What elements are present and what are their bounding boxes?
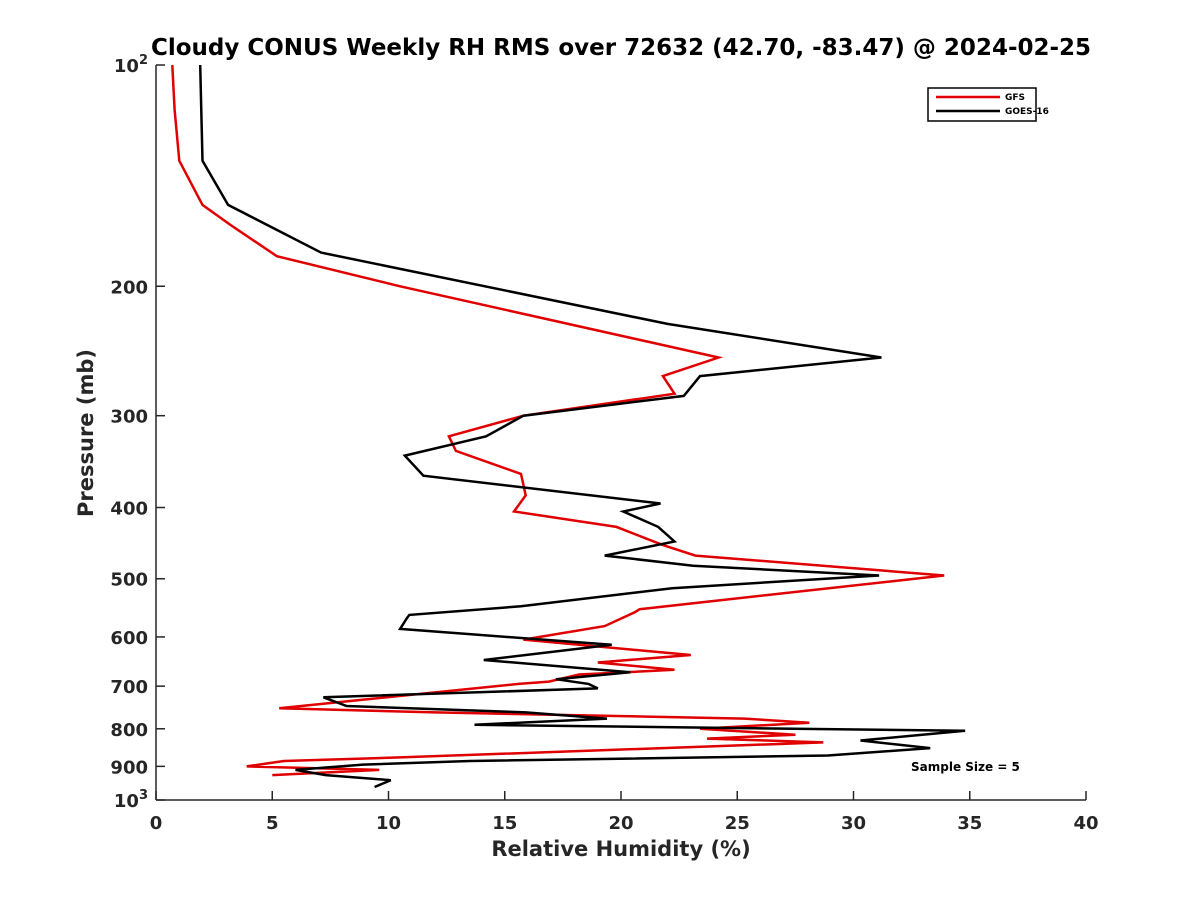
- y-ticks: 102 200 300 400 500 600 700 800 900 103: [110, 53, 165, 812]
- x-tick-label: 5: [266, 813, 279, 834]
- legend: GFS GOES-16: [927, 87, 1049, 122]
- y-axis-label: Pressure (mb): [74, 349, 98, 517]
- y-tick-label: 900: [110, 757, 148, 778]
- x-tick-label: 10: [376, 813, 401, 834]
- y-tick-label: 600: [110, 628, 148, 649]
- y-tick-label: 200: [110, 277, 148, 298]
- series-line-goes-16: [198, 64, 966, 789]
- legend-box: [927, 87, 1037, 122]
- x-tick-label: 30: [841, 813, 866, 834]
- x-tick-label: 35: [957, 813, 982, 834]
- x-tick-label: 40: [1073, 813, 1098, 834]
- legend-label-goes-16: GOES-16: [1005, 107, 1049, 117]
- chart-title: Cloudy CONUS Weekly RH RMS over 72632 (4…: [151, 35, 1091, 61]
- y-tick-label: 700: [110, 677, 148, 698]
- y-tick-label: 300: [110, 407, 148, 428]
- sample-size-annotation: Sample Size = 5: [911, 760, 1020, 774]
- x-axis-label: Relative Humidity (%): [491, 837, 750, 861]
- x-ticks: 0 5 10 15 20 25 30 35 40: [150, 791, 1099, 834]
- series-line-gfs: [171, 64, 945, 777]
- y-tick-label: 400: [110, 499, 148, 520]
- y-tick-label: 500: [110, 570, 148, 591]
- y-tick-label: 102: [114, 53, 148, 77]
- x-tick-label: 20: [608, 813, 633, 834]
- legend-label-gfs: GFS: [1005, 93, 1025, 103]
- x-tick-label: 15: [492, 813, 517, 834]
- y-tick-label: 800: [110, 720, 148, 741]
- x-tick-label: 0: [150, 813, 163, 834]
- y-tick-label: 103: [114, 788, 148, 812]
- series-layer: [171, 64, 966, 789]
- x-tick-label: 25: [725, 813, 750, 834]
